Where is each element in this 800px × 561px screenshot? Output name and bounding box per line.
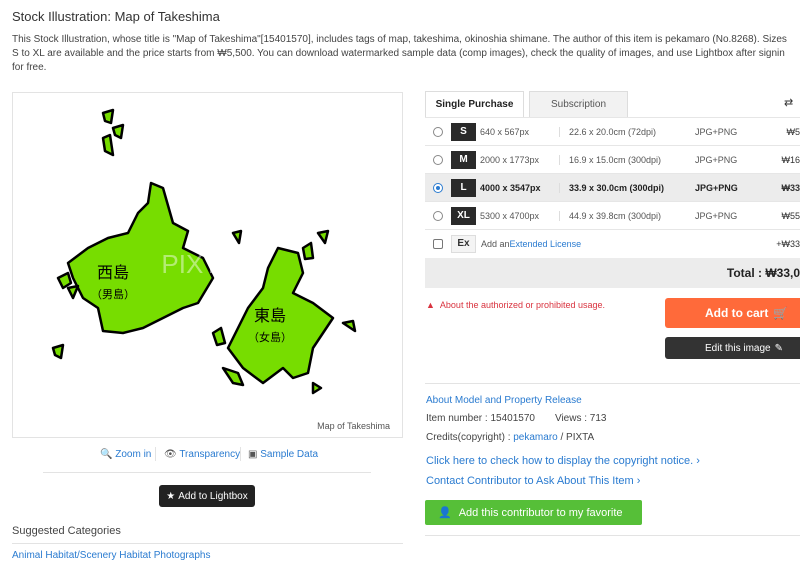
credits-prefix: Credits(copyright) : <box>426 432 514 443</box>
west-island-sublabel: （男島） <box>91 287 135 301</box>
pixel-size: 2000 x 1773px <box>480 154 560 165</box>
eye-icon: 👁 <box>164 449 177 460</box>
watermark: PIXTA <box>161 249 235 279</box>
file-format: JPG+PNG <box>695 126 738 137</box>
price: ₩55 <box>781 210 800 221</box>
divider <box>43 472 371 473</box>
copyright-notice-link[interactable]: Click here to check how to display the c… <box>426 455 700 467</box>
item-number: Item number : 15401570 Views : 713 <box>426 413 606 424</box>
divider <box>240 447 241 461</box>
file-format: JPG+PNG <box>695 210 738 221</box>
views-count: Views : 713 <box>554 413 607 424</box>
size-badge: XL <box>451 206 476 225</box>
page-title: Stock Illustration: Map of Takeshima <box>12 9 220 24</box>
east-island-label: 東島 <box>254 306 286 325</box>
contact-contributor-link[interactable]: Contact Contributor to Ask About This It… <box>426 475 641 487</box>
edit-label: Edit this image <box>705 342 771 354</box>
west-island-label: 西島 <box>97 263 129 282</box>
size-radio[interactable] <box>433 182 443 193</box>
add-favorite-button[interactable]: 👤 Add this contributor to my favorite <box>425 500 642 525</box>
size-badge: L <box>451 178 476 197</box>
zoom-in-label: Zoom in <box>115 449 152 460</box>
favorite-label: Add this contributor to my favorite <box>458 506 623 519</box>
pencil-icon: ✎ <box>774 342 783 354</box>
switch-icon[interactable]: ⇄ <box>784 97 794 109</box>
author-link[interactable]: pekamaro <box>513 432 558 443</box>
star-icon: ★ <box>166 490 176 502</box>
suggested-categories-heading: Suggested Categories <box>12 525 121 537</box>
suggested-category-links[interactable]: Animal Habitat/Scenery Habitat Photograp… <box>12 550 211 561</box>
user-plus-icon: 👤 <box>438 507 452 519</box>
sample-data-label: Sample Data <box>260 449 319 460</box>
cart-label: Add to cart <box>705 306 769 320</box>
divider <box>12 543 403 544</box>
size-row-s[interactable]: S 640 x 567px 22.6 x 20.0cm (72dpi) JPG+… <box>425 117 800 145</box>
file-format: JPG+PNG <box>695 154 738 165</box>
image-caption: Map of Takeshima <box>317 421 390 431</box>
zoom-in-link[interactable]: 🔍 Zoom in <box>100 449 151 460</box>
east-island-sublabel: （女島） <box>248 330 292 344</box>
divider <box>425 535 800 536</box>
transparency-link[interactable]: 👁 Transparency <box>164 449 240 460</box>
map-illustration: 西島 （男島） 東島 （女島） PIXTA <box>51 108 357 395</box>
file-format: JPG+PNG <box>695 182 738 193</box>
size-row-xl[interactable]: XL 5300 x 4700px 44.9 x 39.8cm (300dpi) … <box>425 201 800 229</box>
add-to-cart-button[interactable]: Add to cart 🛒 <box>665 298 800 328</box>
credits-suffix: / PIXTA <box>557 432 595 443</box>
credits: Credits(copyright) : pekamaro / PIXTA <box>426 432 594 443</box>
price: ₩5 <box>786 126 800 137</box>
item-number-text: Item number : 15401570 <box>426 413 535 424</box>
print-size: 44.9 x 39.8cm (300dpi) <box>569 210 662 221</box>
extended-license-row: Ex Add an Extended License +₩33 <box>425 229 800 257</box>
print-size: 33.9 x 30.0cm (300dpi) <box>569 182 665 193</box>
warning-label: About the authorized or prohibited usage… <box>439 300 606 310</box>
total-price: Total : ₩33,0 <box>425 258 800 288</box>
tab-single-purchase[interactable]: Single Purchase <box>425 91 524 117</box>
usage-warning-link[interactable]: ▲ About the authorized or prohibited usag… <box>426 300 605 310</box>
pixel-size: 640 x 567px <box>480 126 560 137</box>
pixel-size: 5300 x 4700px <box>480 210 560 221</box>
price: ₩33 <box>781 182 800 193</box>
extended-license-link[interactable]: Extended License <box>509 238 582 249</box>
release-link[interactable]: About Model and Property Release <box>426 395 582 406</box>
extended-prefix: Add an <box>481 238 510 249</box>
lightbox-label: Add to Lightbox <box>178 490 248 502</box>
size-row-l[interactable]: L 4000 x 3547px 33.9 x 30.0cm (300dpi) J… <box>425 173 800 201</box>
size-radio[interactable] <box>433 154 443 165</box>
size-radio[interactable] <box>433 126 443 137</box>
size-radio[interactable] <box>433 210 443 221</box>
add-to-lightbox-button[interactable]: ★ Add to Lightbox <box>159 485 255 507</box>
sample-data-link[interactable]: ▣ Sample Data <box>248 449 318 460</box>
size-row-m[interactable]: M 2000 x 1773px 16.9 x 15.0cm (300dpi) J… <box>425 145 800 173</box>
warning-icon: ▲ <box>426 300 435 310</box>
image-icon: ▣ <box>248 449 258 460</box>
size-badge: M <box>451 150 476 169</box>
zoom-icon: 🔍 <box>100 449 113 460</box>
size-badge-ex: Ex <box>451 234 476 253</box>
edit-image-button[interactable]: Edit this image ✎ <box>665 337 800 359</box>
print-size: 16.9 x 15.0cm (300dpi) <box>569 154 662 165</box>
print-size: 22.6 x 20.0cm (72dpi) <box>569 126 657 137</box>
divider <box>425 383 800 384</box>
description: This Stock Illustration, whose title is … <box>12 34 787 73</box>
extended-license-checkbox[interactable] <box>433 238 443 249</box>
divider <box>155 447 156 461</box>
tab-subscription[interactable]: Subscription <box>529 91 628 117</box>
pixel-size: 4000 x 3547px <box>480 182 560 193</box>
extended-price: +₩33 <box>776 238 800 249</box>
size-badge: S <box>451 122 476 141</box>
price: ₩16 <box>781 154 800 165</box>
cart-icon: 🛒 <box>773 306 789 320</box>
image-preview[interactable]: 西島 （男島） 東島 （女島） PIXTA Map of Takeshima <box>12 92 403 438</box>
transparency-label: Transparency <box>179 449 241 460</box>
